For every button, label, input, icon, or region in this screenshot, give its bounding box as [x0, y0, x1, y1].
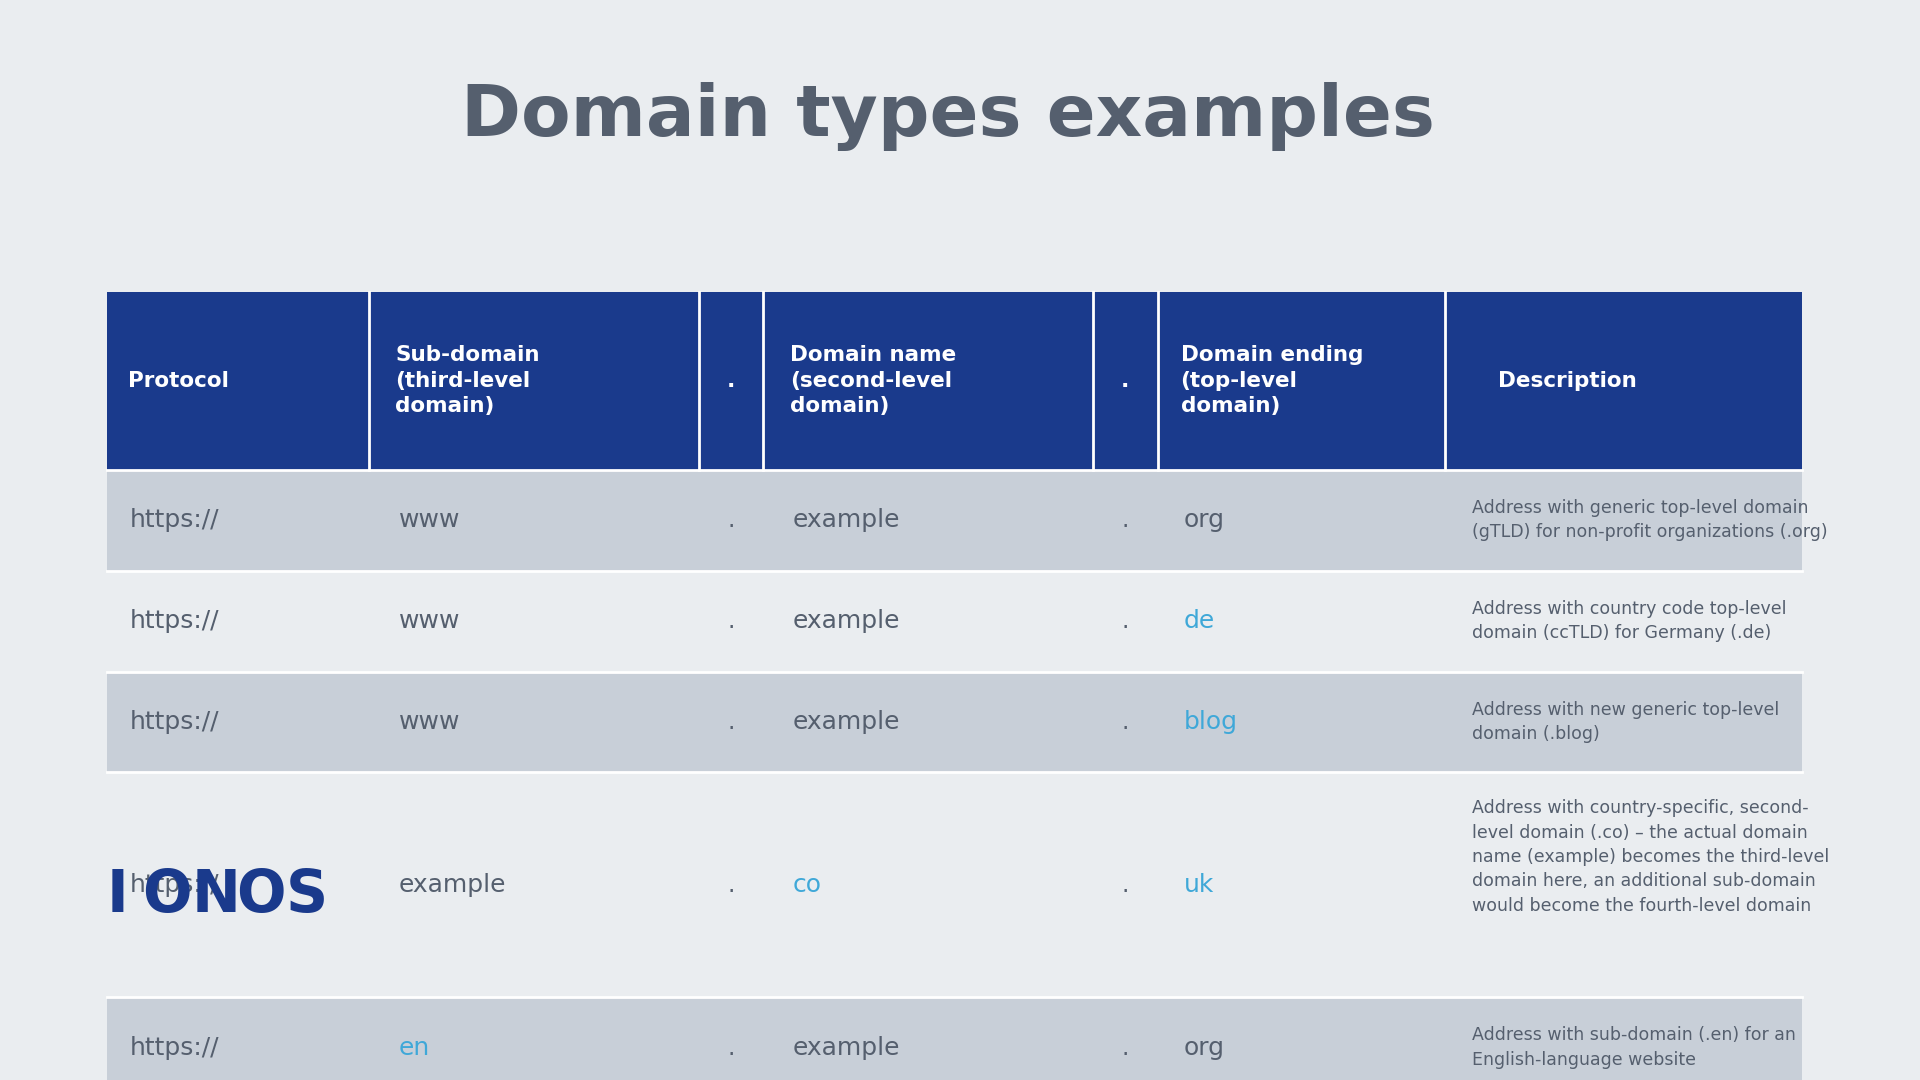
Text: Domain types examples: Domain types examples	[461, 82, 1434, 151]
Text: example: example	[793, 1036, 900, 1059]
Text: https://: https://	[131, 609, 219, 633]
Text: Address with sub-domain (.en) for an
English-language website: Address with sub-domain (.en) for an Eng…	[1471, 1026, 1795, 1069]
Text: https://: https://	[131, 873, 219, 896]
Text: O: O	[142, 867, 192, 924]
Bar	[108, 292, 1803, 470]
Text: .: .	[1121, 710, 1129, 734]
Text: Protocol: Protocol	[127, 370, 228, 391]
Text: .: .	[728, 1036, 735, 1059]
Text: https://: https://	[131, 509, 219, 532]
Bar	[108, 672, 1803, 772]
Bar	[108, 997, 1803, 1080]
Text: .: .	[728, 370, 735, 391]
Text: .: .	[728, 509, 735, 532]
Text: org: org	[1183, 509, 1225, 532]
Text: Domain ending
(top-level
domain): Domain ending (top-level domain)	[1181, 346, 1363, 416]
Text: Address with generic top-level domain
(gTLD) for non-profit organizations (.org): Address with generic top-level domain (g…	[1471, 499, 1828, 541]
Text: example: example	[793, 609, 900, 633]
Text: O: O	[236, 867, 286, 924]
Bar	[108, 570, 1803, 672]
Bar	[108, 470, 1803, 570]
Text: example: example	[793, 710, 900, 734]
Text: .: .	[728, 710, 735, 734]
Text: uk: uk	[1183, 873, 1213, 896]
Text: Address with country-specific, second-
level domain (.co) – the actual domain
na: Address with country-specific, second- l…	[1471, 799, 1830, 915]
Text: Sub-domain
(third-level
domain): Sub-domain (third-level domain)	[396, 346, 540, 416]
Text: en: en	[399, 1036, 430, 1059]
Text: https://: https://	[131, 710, 219, 734]
Text: blog: blog	[1183, 710, 1238, 734]
Text: Address with country code top-level
domain (ccTLD) for Germany (.de): Address with country code top-level doma…	[1471, 600, 1786, 643]
Text: .: .	[1121, 1036, 1129, 1059]
Text: www: www	[399, 509, 461, 532]
Text: Address with new generic top-level
domain (.blog): Address with new generic top-level domai…	[1471, 701, 1780, 743]
Text: co: co	[793, 873, 822, 896]
Text: S: S	[286, 867, 328, 924]
Text: .: .	[1121, 509, 1129, 532]
Text: de: de	[1183, 609, 1215, 633]
Text: I: I	[108, 867, 129, 924]
Text: .: .	[728, 609, 735, 633]
Text: N: N	[192, 867, 240, 924]
Text: https://: https://	[131, 1036, 219, 1059]
Text: Domain name
(second-level
domain): Domain name (second-level domain)	[789, 346, 956, 416]
Text: .: .	[1121, 370, 1129, 391]
Text: .: .	[728, 873, 735, 896]
Text: www: www	[399, 710, 461, 734]
Text: example: example	[793, 509, 900, 532]
Text: .: .	[1121, 609, 1129, 633]
Text: Description: Description	[1498, 370, 1638, 391]
Bar	[108, 772, 1803, 997]
Text: www: www	[399, 609, 461, 633]
Text: org: org	[1183, 1036, 1225, 1059]
Text: .: .	[1121, 873, 1129, 896]
Text: example: example	[399, 873, 507, 896]
